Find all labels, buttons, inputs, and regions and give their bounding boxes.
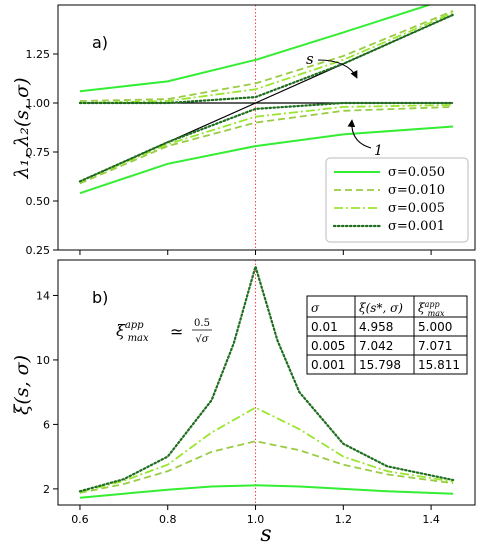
formula-lhs-sup: app [125,320,144,331]
table-cell: 0.005 [311,339,345,353]
table-cell: 0.01 [311,320,338,334]
legend-label-2: σ=0.010 [388,183,445,198]
panel-a-ytick-label: 0.50 [26,195,51,208]
annotation-s: s [306,50,314,68]
table-header-3: ξapp max [418,300,445,318]
formula-numerator: 0.5 [194,318,210,329]
formula-relation: ≃ [170,322,183,341]
panel-b-label: b) [92,288,108,307]
formula-lhs: ξ [116,321,126,340]
legend-label-3: σ=0.005 [388,201,445,216]
panel-a-series-3-lower [79,104,454,183]
panel-b-xtick-label: 0.8 [159,513,177,526]
table-cell: 15.811 [418,358,460,372]
panel-b-xtick-label: 1.0 [247,513,265,526]
formula-lhs-sub: max [128,333,149,344]
panel-b-ytick-label: 14 [36,289,50,302]
panel-a-ytick-label: 0.25 [26,244,51,257]
panel-b-ytick-label: 10 [36,354,50,367]
table-cell: 15.798 [359,358,401,372]
panel-a-series-4-lower [78,101,455,183]
panel-b-ytick-label: 6 [43,418,50,431]
panel-b-xtick-label: 0.6 [71,513,89,526]
panel-a-ylabel: λ₁, λ₂(s, σ) [11,77,33,179]
table-background [306,295,468,375]
annotation-one-arrow [347,119,372,149]
panel-a-ytick-label: 1.00 [26,97,51,110]
panel-b-xtick-label: 1.2 [335,513,353,526]
panel-a-series-2-upper [79,10,454,102]
panel-b-plot-area [78,260,455,505]
table-header-2: ξ(s*, σ) [359,301,403,315]
table-cell: 7.042 [359,339,393,353]
panel-a-frame [57,4,476,251]
panel-a-series-4-upper [78,13,455,105]
panel-a-plot-area [78,5,455,250]
legend-label-1: σ=0.050 [388,165,445,180]
panel-a-label: a) [92,33,108,52]
panel-b-series-2 [79,440,454,494]
legend-label-4: σ=0.001 [388,219,445,234]
legend-box [325,157,469,243]
panel-a-ytick-label: 1.25 [26,48,51,61]
panel-a-series-3-upper [79,11,454,104]
annotation-one: 1 [374,143,383,159]
panel-a-ytick-label: 0.75 [26,146,51,159]
panel-b-series-4 [78,265,455,493]
panel-b-ytick-label: 2 [43,483,50,496]
panel-a: 0.250.500.751.001.25 a) s1 λ₁, λ₂(s, σ) … [11,4,476,257]
table-cell: 0.001 [311,358,345,372]
panel-a-annotations: s1 [306,50,383,159]
panel-a-series-1-upper [79,5,433,93]
panel-b-series-3 [79,406,454,493]
table-cell: 4.958 [359,320,393,334]
panel-b-ylabel: ξ(s, σ) [11,355,33,415]
panel-b-xtick-label: 1.4 [422,513,440,526]
panel-b-ticks: 2 6 10 14 0.6 0.8 1.0 1.2 1.4 [36,289,440,526]
legend: σ=0.050 σ=0.010 σ=0.005 σ=0.001 [325,157,469,243]
panel-a-series-2-lower [79,106,454,185]
table-cell: 5.000 [418,320,452,334]
sigma-table: σ ξ(s*, σ) ξapp max 0.01 4.958 5.000 0.005 7.042… [306,295,468,375]
approximation-formula: ξapp max ≃ 0.5 √σ [116,318,212,345]
panel-a-series-1-lower [79,125,454,195]
formula-denominator: √σ [195,334,209,345]
panel-b-series-1 [79,484,454,499]
x-axis-label: s [260,522,271,547]
panel-b-frame [57,259,476,506]
table-cell: 7.071 [418,339,452,353]
table-header-1: σ [311,301,320,315]
panel-b: 2 6 10 14 0.6 0.8 1.0 1.2 1.4 b) ξ(s, σ) s ξapp m… [11,259,476,547]
panel-a-ticks: 0.25 0.50 0.75 1.00 1.25 [26,48,432,257]
annotation-s-arrow [317,59,358,79]
